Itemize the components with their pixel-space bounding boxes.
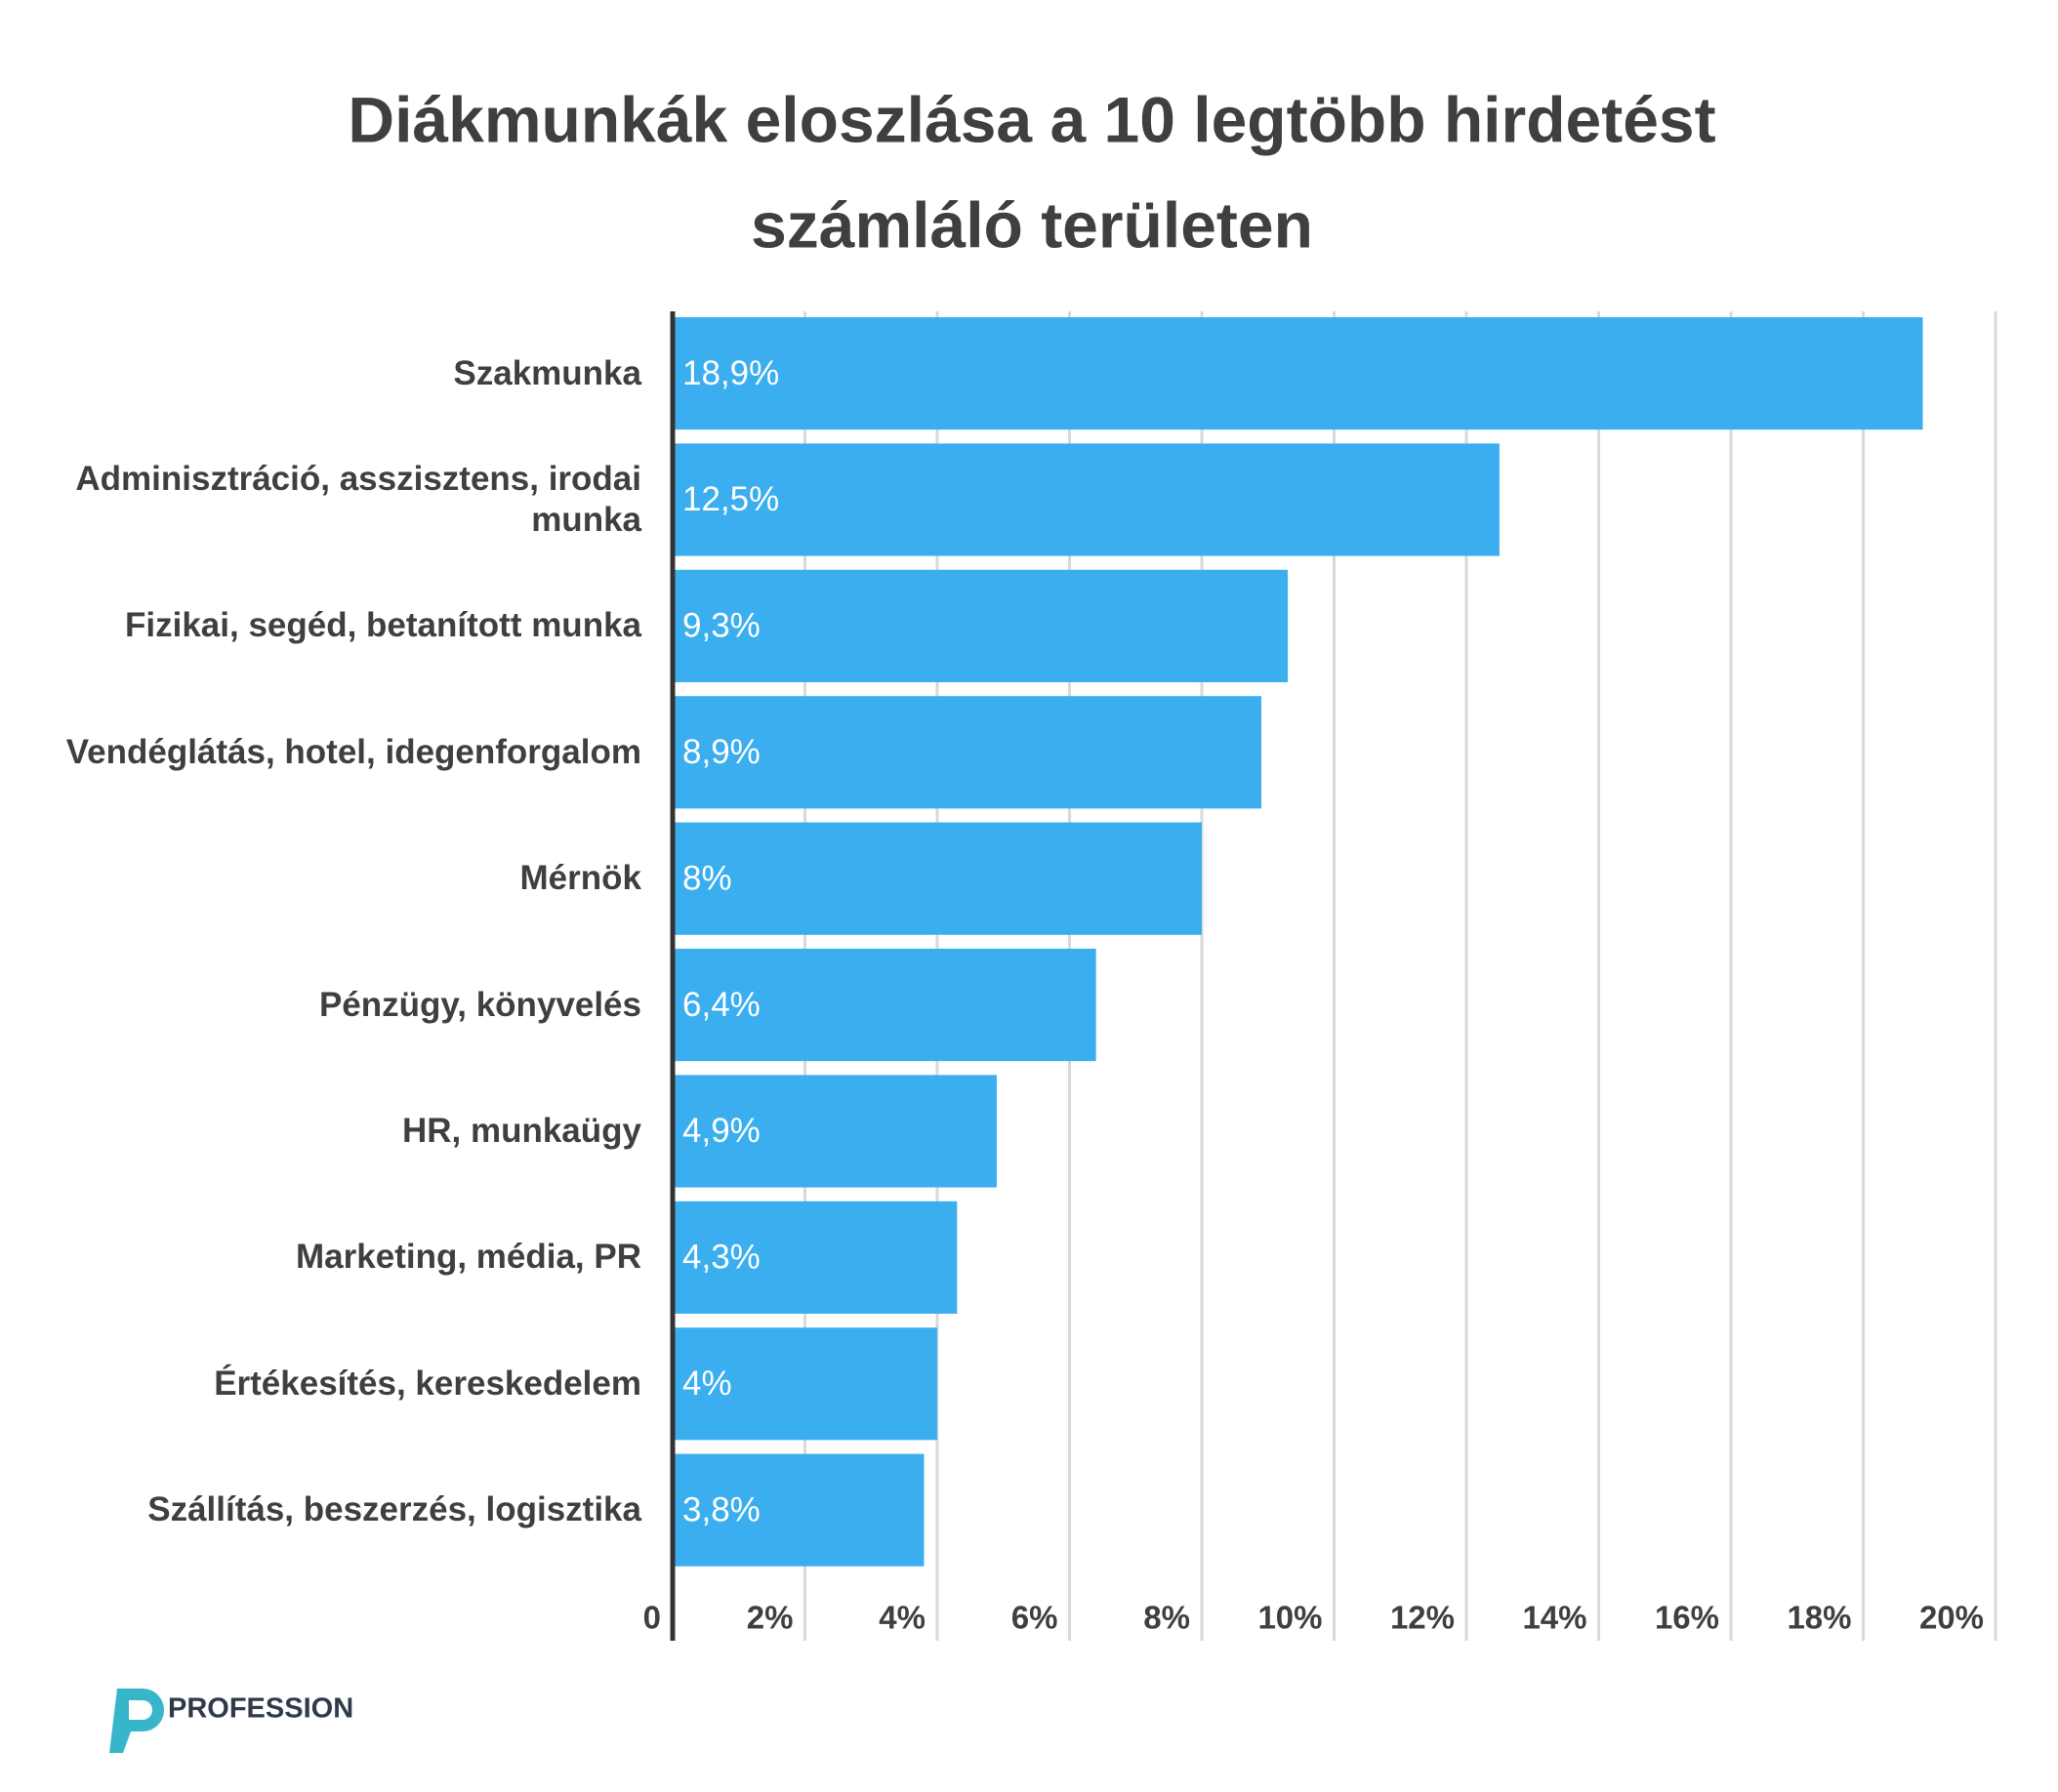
value-label: 18,9%	[682, 354, 779, 392]
x-tick-label: 8%	[1143, 1600, 1190, 1636]
chart-title: Diákmunkák eloszlása a 10 legtöbb hirdet…	[348, 83, 1715, 155]
value-label: 4,3%	[682, 1239, 761, 1277]
value-label: 4%	[682, 1364, 732, 1403]
x-tick-label: 20%	[1919, 1600, 1984, 1636]
bar	[673, 1201, 958, 1314]
logo-icon	[129, 1700, 152, 1720]
category-label: Fizikai, segéd, betanított munka	[125, 606, 641, 645]
category-label: Adminisztráció, asszisztens, irodai munk…	[75, 459, 641, 539]
x-tick-label: 14%	[1522, 1600, 1586, 1636]
category-label: Pénzügy, könyvelés	[318, 985, 641, 1024]
bar	[673, 569, 1289, 682]
x-tick-label: 4%	[879, 1600, 926, 1636]
category-label: Értékesítés, kereskedelem	[214, 1364, 641, 1403]
value-label: 8,9%	[682, 733, 761, 771]
x-tick-label: 12%	[1390, 1600, 1455, 1636]
category-label: Vendéglátás, hotel, idegenforgalom	[65, 732, 641, 771]
bar	[673, 1453, 925, 1567]
value-label: 8%	[682, 859, 732, 897]
logo: PROFESSION	[109, 1689, 353, 1753]
bar	[673, 822, 1202, 935]
value-label: 4,9%	[682, 1112, 761, 1150]
bar	[673, 949, 1096, 1062]
logo-icon	[109, 1689, 164, 1753]
category-label: Szállítás, beszerzés, logisztika	[147, 1490, 641, 1529]
value-label: 9,3%	[682, 607, 761, 645]
bar	[673, 696, 1261, 809]
bar	[673, 1327, 937, 1441]
value-label: 6,4%	[682, 986, 761, 1024]
brand: PROFESSION	[168, 1693, 353, 1725]
bar	[673, 1075, 997, 1188]
category-label: HR, munkaügy	[401, 1111, 641, 1150]
category-label: Marketing, média, PR	[296, 1238, 641, 1277]
x-tick-label: 16%	[1655, 1600, 1719, 1636]
bar	[673, 443, 1500, 556]
category-label: Szakmunka	[453, 353, 641, 392]
x-tick-label: 2%	[747, 1600, 794, 1636]
chart-title: számláló területen	[751, 188, 1313, 261]
bar	[673, 317, 1923, 430]
category-label: Mérnök	[519, 859, 641, 898]
x-tick-label: 18%	[1787, 1600, 1851, 1636]
value-label: 3,8%	[682, 1490, 761, 1528]
x-tick-label: 6%	[1011, 1600, 1058, 1636]
x-tick-label: 0	[643, 1600, 661, 1636]
value-label: 12,5%	[682, 480, 779, 518]
x-tick-label: 10%	[1257, 1600, 1322, 1636]
